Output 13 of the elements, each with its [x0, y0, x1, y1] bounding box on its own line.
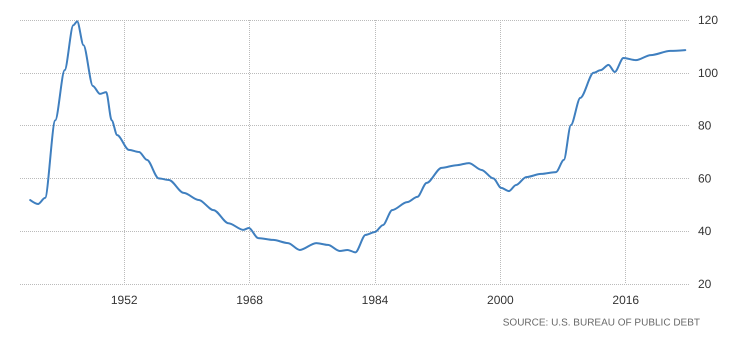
line-series	[29, 20, 686, 254]
x-tick-label: 1984	[362, 293, 389, 307]
x-tick-label: 1968	[236, 293, 264, 307]
y-tick-label: 40	[698, 224, 712, 238]
source-note: SOURCE: U.S. BUREAU OF PUBLIC DEBT	[502, 318, 700, 328]
y-tick-label: 80	[698, 118, 712, 133]
y-tick-label: 60	[698, 171, 712, 186]
y-tick-label: 120	[698, 13, 718, 27]
y-tick-label: 20	[698, 277, 712, 291]
x-tick-label: 2000	[487, 293, 514, 307]
x-tick-label: 2016	[612, 293, 640, 307]
x-tick-label: 1952	[110, 293, 138, 307]
y-tick-label: 100	[698, 66, 718, 80]
